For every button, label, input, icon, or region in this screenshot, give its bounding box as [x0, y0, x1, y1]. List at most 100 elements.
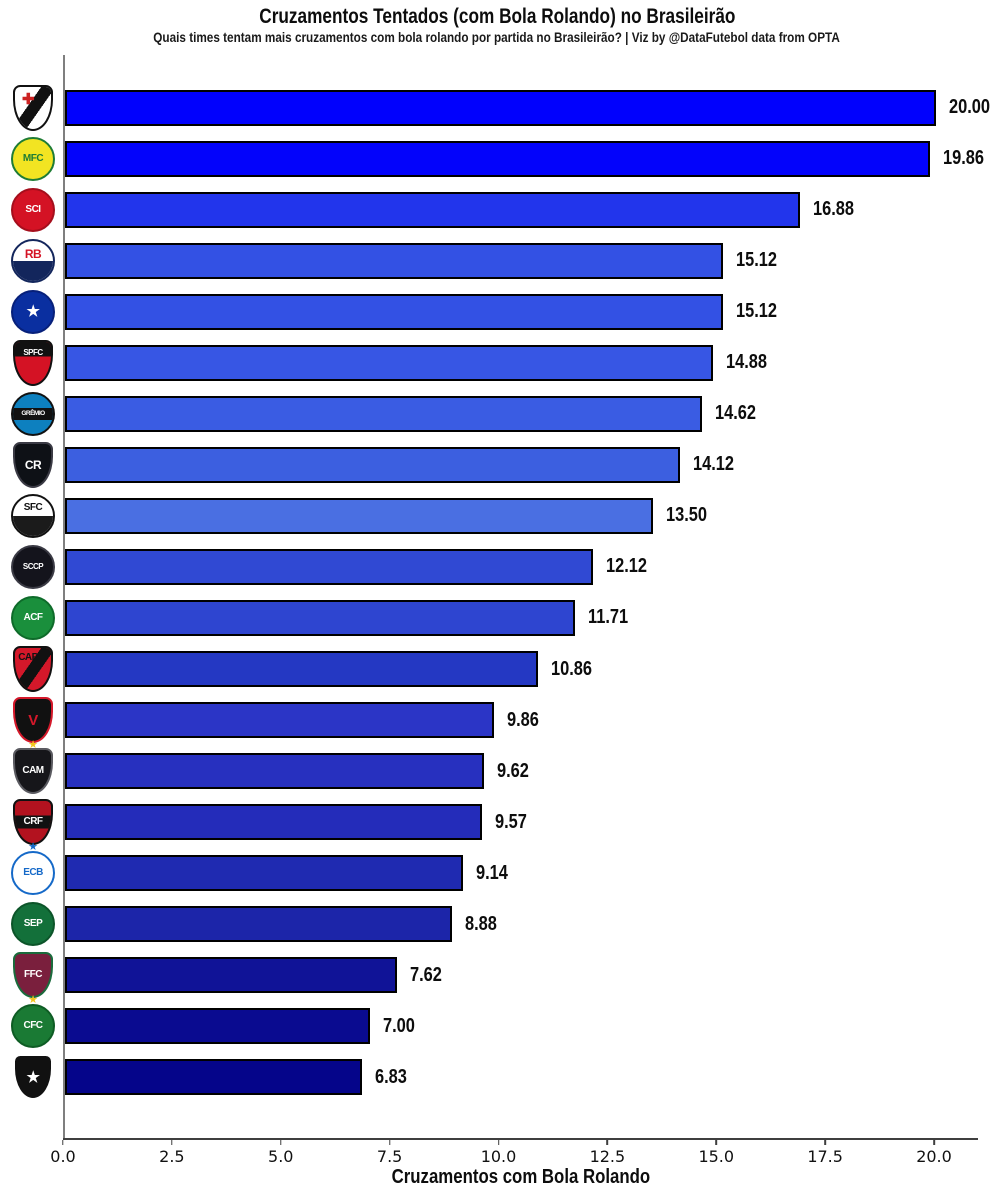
crest-star-icon: ★ [28, 994, 38, 1007]
team-logo: ✚ [9, 84, 57, 132]
bar-value-label: 10.86 [550, 656, 592, 680]
team-logo: ★ [9, 1053, 57, 1101]
crest-star-icon: ★ [28, 841, 38, 854]
x-tick: 2.5 [159, 1140, 185, 1166]
crest-star-icon: ★ [28, 739, 38, 752]
chart-title: Cruzamentos Tentados (com Bola Rolando) … [258, 5, 736, 28]
bar-value-label: 16.88 [813, 197, 855, 221]
team-row: SCCP 12.12 [11, 541, 978, 592]
crest-monogram: ★ [26, 1068, 40, 1086]
team-row: MFC 19.86 [11, 133, 984, 184]
crest-circle-icon: ACF [11, 595, 55, 640]
x-tick-label: 12.5 [589, 1147, 626, 1166]
bar [65, 702, 495, 739]
team-logo: ★ CFC [9, 995, 57, 1050]
crest-circle-icon: SFC [11, 493, 55, 538]
bar-value-label: 9.62 [496, 758, 529, 782]
team-row: ★ CAM 9.62 [13, 740, 978, 797]
crest-lower-half [13, 260, 53, 281]
x-tick-mark [62, 1140, 64, 1145]
crest-monogram: SCCP [22, 561, 44, 571]
crest-shield-icon: CR [13, 441, 53, 488]
team-row: ★ CFC 7.00 [11, 995, 978, 1052]
team-row: ★ ECB 9.14 [11, 842, 978, 899]
team-row: FFC 7.62 [13, 950, 978, 1001]
team-row: CAP 10.86 [13, 644, 978, 695]
bar-value-label: 20.00 [949, 95, 991, 118]
bar-value-label: 11.71 [587, 605, 629, 629]
team-row: SEP 8.88 [11, 899, 978, 950]
crest-monogram: SEP [23, 918, 43, 930]
team-logo: SCI [9, 186, 57, 234]
bar-value-label: 8.88 [464, 911, 497, 935]
team-logo: SCCP [9, 543, 57, 591]
bar-value-label: 7.62 [409, 962, 442, 986]
crest-shield-icon: CAP [13, 646, 53, 693]
bar [65, 1008, 370, 1045]
crest-circle-icon: ECB [11, 851, 55, 896]
bar [65, 753, 484, 790]
crest-monogram: SFC [23, 501, 43, 513]
bar-value-label: 6.83 [375, 1064, 408, 1088]
bar [65, 344, 714, 381]
team-row: SCI 16.88 [11, 184, 978, 235]
crest-monogram: SPFC [23, 347, 43, 357]
x-tick: 10.0 [481, 1140, 516, 1166]
chart-subtitle: Quais times tentam mais cruzamentos com … [153, 30, 841, 45]
crest-circle-icon: MFC [11, 136, 55, 181]
team-row: CR 14.12 [13, 439, 978, 490]
x-tick-mark [171, 1140, 173, 1145]
team-logo: CAP [9, 645, 57, 693]
crest-circle-icon: SCI [11, 187, 55, 232]
x-tick-label: 0.0 [50, 1147, 76, 1166]
bar-value-label: 15.12 [736, 248, 778, 272]
crest-monogram: CFC [23, 1020, 43, 1032]
team-row: ✚ 20.00 [13, 82, 990, 133]
crest-monogram: RB [24, 246, 42, 261]
bar [65, 89, 936, 126]
bar [65, 804, 482, 841]
crest-band [15, 648, 51, 691]
bar-value-label: 15.12 [736, 299, 778, 323]
crest-monogram: ACF [23, 611, 43, 623]
team-logo: ★ ECB [9, 842, 57, 897]
team-row: SPFC 14.88 [13, 337, 978, 388]
bar [65, 957, 397, 994]
bar-value-label: 9.57 [494, 809, 527, 833]
x-tick-label: 20.0 [916, 1147, 952, 1166]
x-tick: 5.0 [268, 1140, 293, 1166]
team-logo: MFC [9, 135, 57, 183]
x-tick-label: 7.5 [376, 1147, 403, 1166]
bar-value-label: 12.12 [605, 554, 647, 578]
bar-chart: ✚ 20.00 MFC 19.86 SCI 16.88 RB 15.12 ★ 1… [11, 55, 990, 1138]
team-row: GRÊMIO 14.62 [11, 388, 978, 439]
x-axis: 0.0 2.5 5.0 7.5 10.0 12.5 15.0 17.5 20.0 Cruzame… [50, 1138, 978, 1195]
crest-circle-icon: CFC [11, 1004, 55, 1049]
crest-monogram: V [28, 711, 38, 729]
bar [65, 1059, 363, 1096]
crest-monogram: ECB [23, 867, 43, 879]
bar [65, 395, 702, 432]
crest-shield-icon: ✚ [13, 84, 53, 131]
team-logo: V [9, 696, 57, 744]
bar [65, 140, 930, 177]
team-logo: FFC [9, 951, 57, 999]
team-logo: RB [9, 237, 57, 285]
bar-value-label: 7.00 [382, 1013, 415, 1037]
crest-monogram: SCI [25, 203, 41, 215]
team-logo: GRÊMIO [9, 390, 57, 438]
team-row: RB 15.12 [11, 235, 978, 286]
x-tick-label: 2.5 [159, 1147, 185, 1166]
x-tick-mark [497, 1140, 500, 1145]
x-tick-mark [279, 1140, 282, 1145]
crest-monogram: MFC [22, 152, 44, 164]
x-tick: 20.0 [916, 1140, 952, 1166]
crest-circle-icon: SEP [11, 902, 55, 947]
team-logo: CR [9, 441, 57, 489]
crest-monogram: CR [24, 457, 42, 472]
crest-monogram: ✚ [21, 90, 35, 108]
team-logo: ★ [9, 288, 57, 336]
x-tick-mark [388, 1140, 391, 1145]
crest-monogram: FFC [24, 969, 42, 981]
